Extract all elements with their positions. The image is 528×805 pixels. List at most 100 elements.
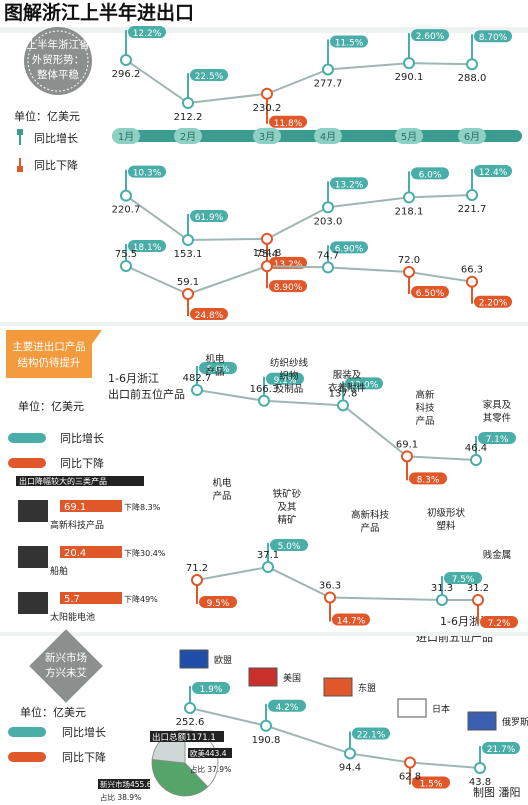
s2-import-value-2: 36.3	[319, 580, 341, 591]
market-name-2: 东盟	[358, 682, 376, 694]
s2-export-change-0-bg	[199, 362, 237, 374]
series-import-label: 进口	[30, 238, 52, 251]
decline-value-2: 5.7	[64, 594, 80, 605]
import-product-3-line-1: 塑料	[436, 520, 456, 532]
s1-total-change-0: 12.2%	[133, 29, 162, 39]
svg-text:方兴未艾: 方兴未艾	[45, 666, 87, 679]
decline-bar-2	[60, 592, 122, 604]
s3-markets-change-3-bg	[412, 776, 450, 789]
month-label-3: 3月	[259, 131, 275, 143]
s2-import-point-1	[262, 561, 274, 574]
export-product-4-line-1: 其零件	[483, 412, 512, 424]
s1-export-value-5: 221.7	[458, 204, 487, 215]
s3-markets-point-1	[260, 719, 272, 732]
month-axis: 1月 2月 3月 4月 5月 6月	[112, 128, 522, 144]
pie-title-bg	[150, 731, 224, 742]
s2-export-point-3	[401, 450, 413, 463]
page-title: 图解浙江上半年进出口	[4, 1, 194, 24]
s1-import-value-4: 72.0	[398, 255, 420, 266]
s1-total-change-3-bg	[330, 35, 368, 48]
svg-text:同比下降: 同比下降	[60, 456, 104, 470]
s1-export-point-4	[403, 191, 415, 204]
s1-import-change-2-bg	[269, 280, 307, 293]
export-product-2-line-1: 衣着附件	[328, 382, 367, 394]
s1-total-point-4	[403, 57, 415, 70]
s1-import-line	[125, 265, 473, 296]
s1-import-point-4	[403, 265, 415, 278]
s3-markets-point-2	[344, 747, 356, 760]
s1-total-line	[125, 59, 473, 105]
pie-title: 出口总额1171.1	[152, 732, 216, 743]
svg-text:同比增长: 同比增长	[62, 725, 106, 739]
s2-export-point-2	[337, 399, 349, 412]
s1-total-change-1: 22.5%	[195, 72, 224, 82]
s2-import-change-2-bg	[332, 613, 370, 626]
s1-export-line	[125, 194, 473, 242]
s1-export-change-1: 61.9%	[195, 213, 224, 223]
s2-export-change-3: 8.3%	[417, 475, 440, 485]
export-product-1-line-1: 织物	[279, 370, 299, 382]
s1-import-change-1-bg	[190, 308, 228, 320]
unit-label: 单位：亿美元	[14, 109, 80, 123]
s1-export-point-2	[261, 232, 273, 245]
import-product-0-line-0: 机电	[212, 477, 232, 489]
legend-section3: 单位：亿美元 同比增长 同比下降	[8, 705, 106, 764]
s1-total-change-3: 11.5%	[335, 38, 364, 48]
s1-total-point-1	[182, 97, 194, 109]
s1-total-point-2	[261, 87, 273, 100]
s1-total-point-0	[120, 54, 132, 66]
s1-import-change-2: 8.90%	[274, 283, 303, 293]
s1-total-change-1-bg	[190, 69, 228, 81]
s1-import-change-0-bg	[128, 240, 166, 252]
banner-section3: 新兴市场 方兴未艾	[0, 629, 528, 703]
pie-emerging-bg	[98, 779, 150, 789]
export-product-3-line-2: 产品	[415, 415, 434, 427]
import-product-1-line-0: 铁矿砂	[273, 488, 302, 500]
s1-import-change-5: 2.20%	[479, 299, 508, 309]
svg-text:单位：亿美元: 单位：亿美元	[18, 399, 84, 413]
svg-text:同比下降: 同比下降	[62, 750, 106, 764]
s1-export-change-3: 13.2%	[335, 180, 364, 190]
s2-export-point-4	[470, 454, 482, 466]
legend-decrease-label: 同比下降	[34, 158, 78, 172]
s2-import-point-2	[324, 591, 336, 604]
export-caption-line1: 1-6月浙江	[108, 372, 159, 385]
decline-change-2: 下降49%	[124, 594, 158, 604]
s1-total-value-2: 230.2	[253, 103, 282, 114]
svg-text:外贸形势：: 外贸形势：	[32, 53, 85, 66]
s3-markets-value-4: 43.8	[469, 777, 491, 788]
s1-import-point-3	[322, 261, 334, 274]
market-name-3: 日本	[432, 703, 450, 715]
s1-import-value-3: 74.7	[317, 250, 339, 261]
s1-import-point-0	[120, 260, 132, 272]
import-product-2-line-0: 高新科技	[351, 509, 390, 521]
s1-export-change-4: 6.0%	[419, 170, 442, 180]
s3-markets-change-2: 22.1%	[357, 730, 386, 740]
s2-import-change-3-bg	[444, 571, 482, 584]
s1-total-change-4-bg	[411, 29, 449, 42]
s2-export-change-4-bg	[478, 432, 516, 444]
s1-export-value-0: 220.7	[112, 205, 141, 216]
s1-total-value-0: 296.2	[112, 69, 141, 80]
s2-export-point-0	[191, 384, 203, 396]
flag-4	[467, 711, 497, 731]
s3-markets-change-4: 21.7%	[487, 745, 516, 755]
s2-export-change-3-bg	[409, 472, 447, 485]
month-label-2: 2月	[180, 131, 196, 143]
svg-text:上半年浙江省: 上半年浙江省	[27, 38, 90, 51]
s1-export-change-0: 10.3%	[133, 169, 162, 179]
decline-bar-1	[60, 546, 122, 558]
s2-export-change-1-bg	[266, 372, 304, 385]
s3-markets-change-0: 1.9%	[200, 685, 223, 695]
banner-section2: 主要进出口产品 结构仍待提升	[0, 322, 528, 378]
s2-export-point-1	[258, 394, 270, 407]
s2-export-value-4: 46.4	[465, 443, 487, 454]
s1-total-value-3: 277.7	[314, 78, 343, 89]
s3-markets-change-0-bg	[192, 682, 230, 694]
s1-import-point-5	[466, 275, 478, 288]
s3-markets-value-0: 252.6	[176, 717, 205, 728]
market-name-1: 美国	[283, 672, 301, 684]
s1-export-change-4-bg	[411, 167, 449, 180]
flag-3	[397, 698, 427, 718]
market-name-0: 欧盟	[214, 654, 232, 666]
